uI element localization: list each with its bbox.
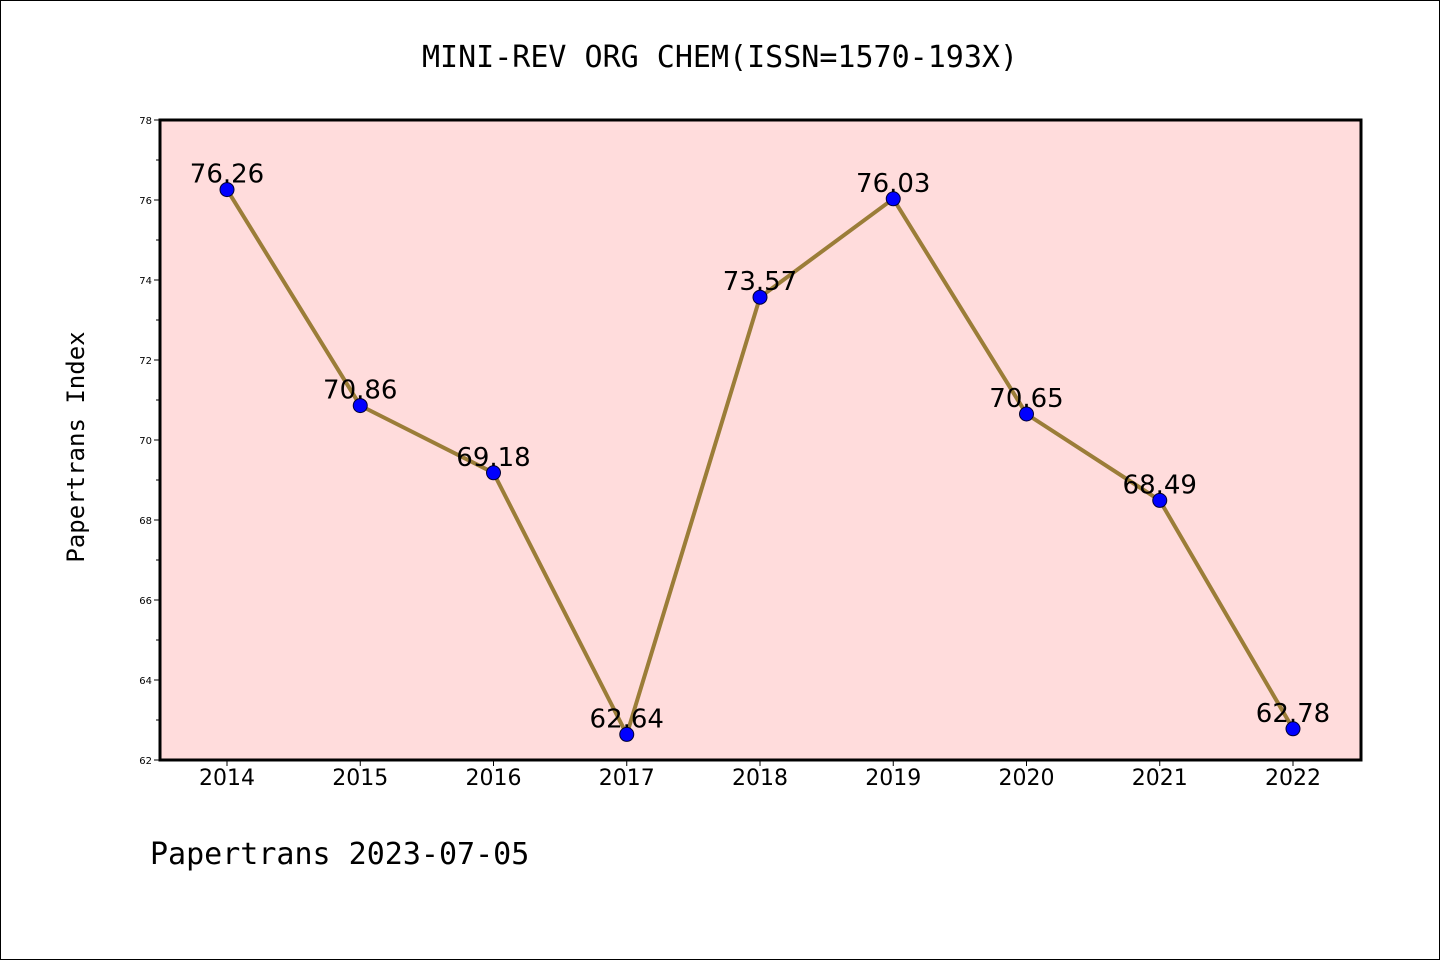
data-point [219,182,235,198]
data-label: 62.78 [1256,699,1330,729]
data-point [1285,721,1301,737]
data-label: 76.03 [856,169,930,199]
data-label: 73.57 [723,267,797,297]
y-tick-label: 64 [139,676,152,687]
data-label: 70.86 [323,376,397,406]
x-axis: 2014 2015 2016 2017 2018 2019 2020 2021 2022 [199,760,1321,791]
y-tick-label: 70 [139,436,152,447]
data-label: 62.64 [590,704,664,734]
x-tick-label: 2016 [466,766,522,791]
data-points [219,182,1301,742]
y-tick-label: 78 [139,116,152,127]
y-tick-label: 62 [139,756,152,767]
data-labels: 76.26 70.86 69.18 62.64 73.57 76.03 70.65 68.49… [190,160,1330,735]
data-point [752,289,768,305]
plot-border [158,118,1363,762]
x-tick-label: 2017 [599,766,655,791]
data-label: 68.49 [1123,470,1197,500]
chart-title: MINI-REV ORG CHEM(ISSN=1570-193X) [422,40,1018,75]
y-tick-label: 76 [139,196,152,207]
y-tick-label: 72 [139,356,152,367]
x-tick-label: 2014 [199,766,255,791]
data-label: 70.65 [989,384,1063,414]
data-point [619,726,635,742]
y-axis: 62 64 66 68 70 72 74 76 78 [139,116,160,767]
data-label: 69.18 [456,443,530,473]
data-point [352,398,368,414]
y-tick-label: 68 [139,516,152,527]
footer-source: Papertrans 2023-07-05 [150,837,529,872]
x-tick-label: 2019 [865,766,921,791]
data-point [486,465,501,481]
x-tick-label: 2022 [1265,766,1321,791]
x-tick-label: 2020 [999,766,1055,791]
x-tick-label: 2018 [732,766,788,791]
y-tick-label: 74 [139,276,152,287]
data-point [1152,492,1168,508]
x-tick-label: 2021 [1132,766,1188,791]
data-point [885,191,901,207]
y-tick-label: 66 [139,596,152,607]
plot-area [160,120,1361,760]
x-tick-label: 2015 [332,766,388,791]
data-label: 76.26 [190,160,264,190]
y-axis-label: Papertrans Index [62,331,90,562]
data-point [1019,406,1034,422]
